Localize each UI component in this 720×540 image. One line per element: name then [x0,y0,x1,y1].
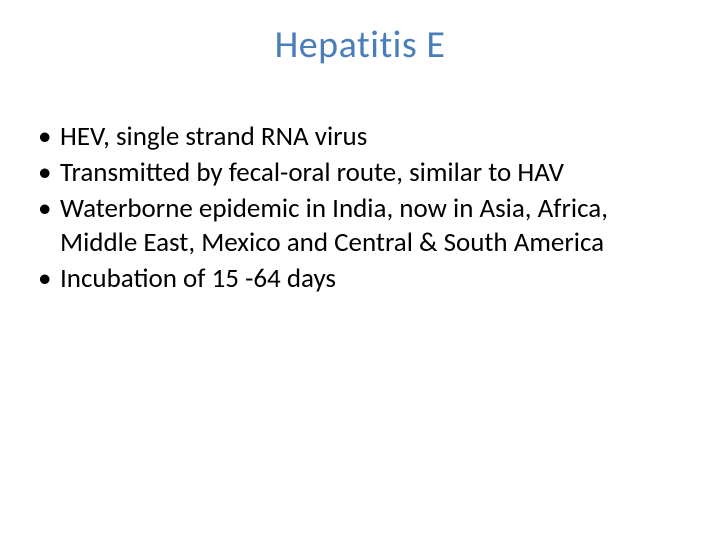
bullet-item: HEV, single strand RNA virus [32,120,680,154]
bullet-list: HEV, single strand RNA virus Transmitted… [32,120,680,298]
bullet-item: Incubation of 15 -64 days [32,262,680,296]
bullet-item: Transmitted by fecal-oral route, similar… [32,156,680,190]
slide: Hepatitis E HEV, single strand RNA virus… [0,0,720,540]
slide-title: Hepatitis E [0,22,720,68]
bullet-item: Waterborne epidemic in India, now in Asi… [32,192,680,260]
